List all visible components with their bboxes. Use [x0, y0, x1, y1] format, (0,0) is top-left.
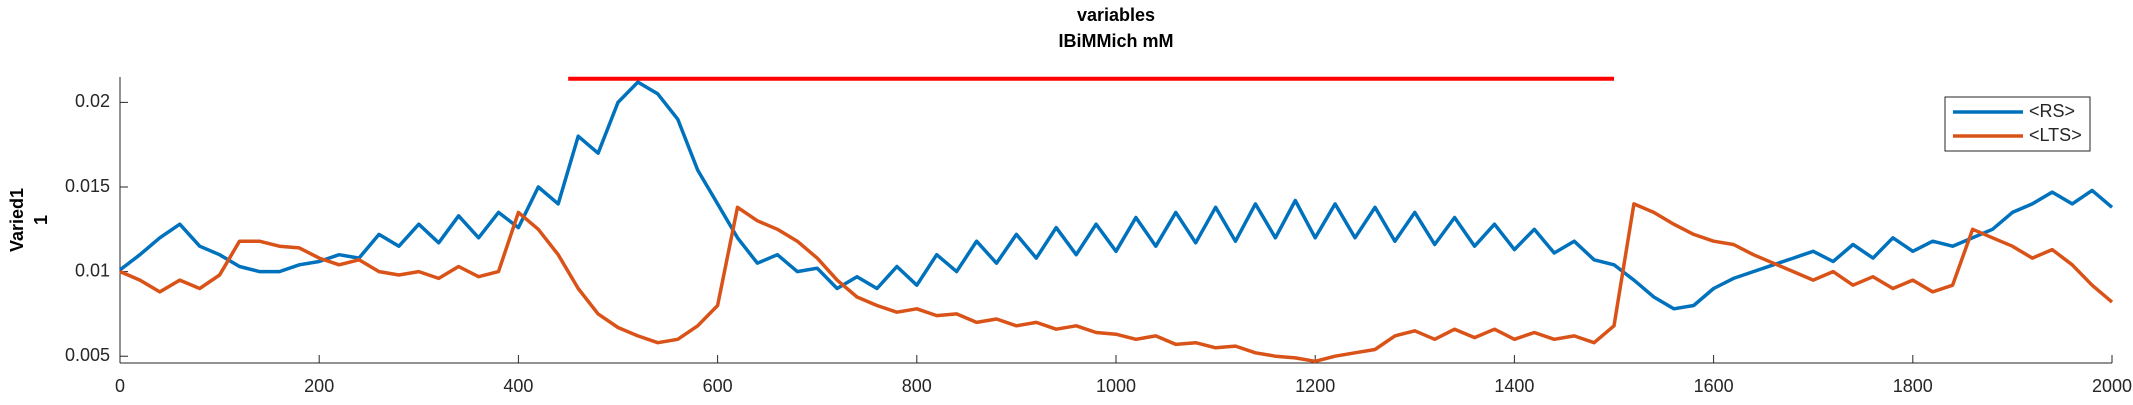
legend-label: <LTS>: [2029, 125, 2082, 145]
legend-box: [1944, 96, 2091, 152]
y-tick-label: 0.005: [65, 345, 110, 365]
x-tick-label: 2000: [2092, 376, 2132, 396]
y-tick-label: 0.015: [65, 176, 110, 196]
x-tick-label: 0: [115, 376, 125, 396]
legend-label: <RS>: [2029, 101, 2075, 121]
series-line: [118, 80, 2114, 311]
x-tick-label: 400: [503, 376, 533, 396]
series-line: [119, 202, 2114, 364]
x-tick-label: 1800: [1893, 376, 1933, 396]
y-axis-label: 1: [31, 215, 51, 225]
y-tick-label: 0.02: [75, 91, 110, 111]
x-tick-label: 1000: [1096, 376, 1136, 396]
x-tick-label: 1400: [1494, 376, 1534, 396]
chart-subtitle: IBiMMich mM: [1059, 31, 1174, 51]
x-tick-label: 1200: [1295, 376, 1335, 396]
x-tick-label: 200: [304, 376, 334, 396]
x-tick-label: 800: [902, 376, 932, 396]
y-axis-label: Varied1: [7, 188, 27, 252]
x-tick-label: 1600: [1694, 376, 1734, 396]
x-tick-label: 600: [703, 376, 733, 396]
y-tick-label: 0.01: [75, 260, 110, 280]
chart-title: variables: [1077, 5, 1155, 25]
